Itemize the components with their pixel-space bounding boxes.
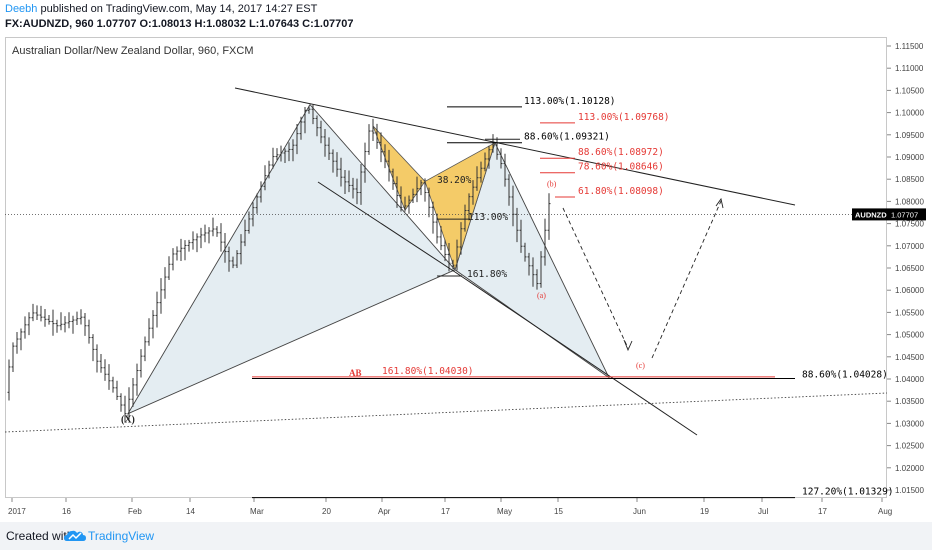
x-axis-tick-label: Aug [878,507,892,516]
y-axis-tick-label: 1.04500 [895,353,924,362]
x-axis-tick-label: 2017 [8,507,26,516]
x-axis-tick-label: 17 [818,507,827,516]
publish-header: Deebh published on TradingView.com, May … [0,0,932,34]
upper-trendline [234,87,796,206]
wave-c-label: (c) [636,361,645,370]
x-axis-tick-label: 20 [322,507,331,516]
harmonic-xab-triangle [126,103,456,415]
y-axis-tick-label: 1.11000 [895,64,924,73]
extension-label: 113.00% [468,212,508,223]
y-axis-tick-label: 1.07500 [895,220,924,229]
fib-level-label: 61.80%(1.08098) [578,186,664,197]
y-axis-tick-label: 1.03000 [895,419,924,428]
ohlc-readout: FX:AUDNZD, 960 1.07707 O:1.08013 H:1.080… [5,18,354,30]
ab-label: AB [349,368,362,378]
fib-level-label: 161.80%(1.04030) [382,366,474,377]
y-axis-tick-label: 1.02000 [895,464,924,473]
author-link[interactable]: Deebh [5,3,38,15]
projection-down-arrowhead [623,339,633,352]
projection-up-arrow [651,200,722,359]
chart-title: Australian Dollar/New Zealand Dollar, 96… [12,45,254,57]
x-axis-tick-label: Apr [378,507,391,516]
symbol-badge [852,208,888,221]
created-with-text: Created with [6,529,74,543]
x-axis-tick-label: Feb [128,507,142,516]
y-axis-tick-label: 1.05500 [895,308,924,317]
inner-trendline [317,181,456,273]
y-axis-tick-label: 1.06000 [895,286,924,295]
footer: Created with TradingView [0,522,932,550]
retracement-label: 38.20% [437,175,472,186]
x-axis-tick-label: 14 [186,507,195,516]
y-axis-tick-label: 1.03500 [895,397,924,406]
y-axis-tick-label: 1.08500 [895,175,924,184]
y-axis-tick-label: 1.11500 [895,42,924,51]
symbol-badge-text: AUDNZD [855,210,887,219]
dotted-support-line [4,392,888,433]
x-axis-tick-label: Mar [250,507,264,516]
lower-projection-line [454,271,698,436]
publish-text: published on TradingView.com, May 14, 20… [37,3,318,15]
projection-up-arrowhead [715,197,724,209]
y-axis-tick-label: 1.02500 [895,442,924,451]
x-axis-tick-label: Jun [633,507,646,516]
x-axis-tick-label: 17 [441,507,450,516]
x-axis-tick-label: Jul [758,507,768,516]
y-axis-tick-label: 1.10500 [895,86,924,95]
x-axis-tick-label: 19 [700,507,709,516]
y-axis-tick-label: 1.07000 [895,242,924,251]
y-axis-tick-label: 1.09000 [895,153,924,162]
fib-level-label: 113.00%(1.09768) [578,112,670,123]
fib-level-label: 88.60%(1.04028) [802,369,888,380]
fib-level-label: 88.60%(1.09321) [524,132,610,143]
y-axis-tick-label: 1.04000 [895,375,924,384]
fib-level-label: 78.60%(1.08646) [578,162,664,173]
last-price-badge [888,208,926,221]
extension-label: 161.80% [467,269,507,280]
fib-level-label: 88.60%(1.08972) [578,147,664,158]
fib-level-label: 127.20%(1.01329) [802,487,894,498]
fib-level-label: 113.00%(1.10128) [524,96,616,107]
y-axis-tick-label: 1.06500 [895,264,924,273]
y-axis-tick-label: 1.05000 [895,331,924,340]
tradingview-cloud-icon [64,530,86,541]
wave-b-label: (b) [547,180,557,189]
tradingview-brand-link[interactable]: TradingView [88,529,155,543]
publish-info: Deebh published on TradingView.com, May … [5,3,317,15]
wave-a-label: (a) [537,291,546,300]
price-chart[interactable]: 1.11500 1.11000 1.10500 1.10000 1.09500 1.090… [0,0,932,522]
y-axis-tick-label: 1.08000 [895,197,924,206]
x-axis-tick-label: May [497,507,512,516]
y-axis-tick-label: 1.09500 [895,131,924,140]
x-axis-tick-label: 15 [554,507,563,516]
y-axis-tick-label: 1.10000 [895,109,924,118]
last-price-badge-text: 1.07707 [891,210,918,219]
y-axis-tick-label: 1.01500 [895,486,924,495]
x-axis-tick-label: 16 [62,507,71,516]
point-x-label: (X) [121,415,135,426]
projection-down-arrow [562,207,629,349]
